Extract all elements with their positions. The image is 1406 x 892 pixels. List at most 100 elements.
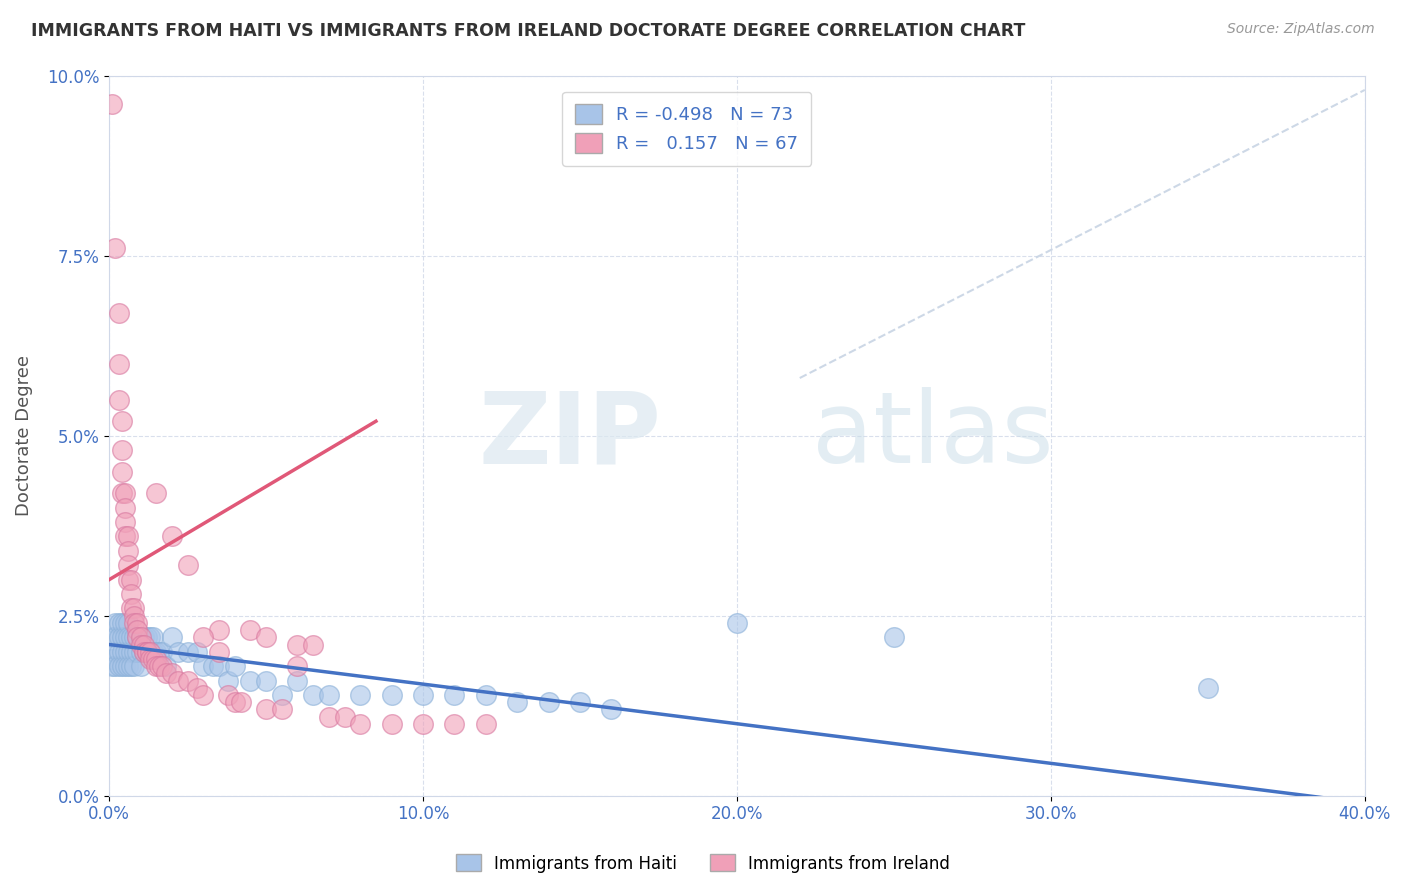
Point <box>160 529 183 543</box>
Point <box>117 573 139 587</box>
Point <box>129 630 152 644</box>
Point <box>117 630 139 644</box>
Point <box>111 615 134 630</box>
Point <box>139 652 162 666</box>
Point <box>114 615 136 630</box>
Point <box>270 688 292 702</box>
Point <box>254 673 277 688</box>
Point <box>107 630 129 644</box>
Point <box>104 645 127 659</box>
Point <box>135 630 157 644</box>
Point <box>122 615 145 630</box>
Point <box>475 688 498 702</box>
Point <box>107 615 129 630</box>
Point <box>139 645 162 659</box>
Point <box>349 688 371 702</box>
Point <box>208 645 231 659</box>
Point <box>101 652 124 666</box>
Point <box>135 645 157 659</box>
Point <box>254 702 277 716</box>
Point <box>120 587 142 601</box>
Text: ZIP: ZIP <box>479 387 662 484</box>
Point <box>381 688 404 702</box>
Point <box>201 659 224 673</box>
Point <box>111 414 134 428</box>
Point <box>127 623 149 637</box>
Point <box>167 673 190 688</box>
Point <box>122 630 145 644</box>
Point <box>127 630 149 644</box>
Point <box>122 659 145 673</box>
Point <box>129 645 152 659</box>
Point <box>107 392 129 407</box>
Point <box>132 645 155 659</box>
Point <box>107 659 129 673</box>
Point <box>114 630 136 644</box>
Point <box>145 659 167 673</box>
Point <box>381 716 404 731</box>
Point <box>224 695 246 709</box>
Point <box>412 688 434 702</box>
Point <box>129 659 152 673</box>
Point <box>239 673 262 688</box>
Point <box>318 709 340 723</box>
Point <box>155 659 177 673</box>
Point <box>145 486 167 500</box>
Point <box>186 681 208 695</box>
Point <box>349 716 371 731</box>
Point <box>302 638 325 652</box>
Point <box>239 623 262 637</box>
Point <box>127 645 149 659</box>
Point <box>224 659 246 673</box>
Point <box>117 529 139 543</box>
Point <box>475 716 498 731</box>
Point <box>120 645 142 659</box>
Point <box>167 645 190 659</box>
Point <box>186 645 208 659</box>
Point <box>208 623 231 637</box>
Point <box>127 630 149 644</box>
Point <box>569 695 592 709</box>
Point <box>111 630 134 644</box>
Point <box>193 688 215 702</box>
Point <box>122 601 145 615</box>
Text: IMMIGRANTS FROM HAITI VS IMMIGRANTS FROM IRELAND DOCTORATE DEGREE CORRELATION CH: IMMIGRANTS FROM HAITI VS IMMIGRANTS FROM… <box>31 22 1025 40</box>
Point <box>120 659 142 673</box>
Point <box>176 558 198 573</box>
Point <box>104 241 127 255</box>
Point <box>270 702 292 716</box>
Point <box>142 652 165 666</box>
Point <box>193 659 215 673</box>
Point <box>114 515 136 529</box>
Point <box>132 638 155 652</box>
Point <box>111 486 134 500</box>
Point <box>176 673 198 688</box>
Point <box>111 465 134 479</box>
Point <box>127 615 149 630</box>
Point <box>160 630 183 644</box>
Point <box>107 357 129 371</box>
Point <box>229 695 252 709</box>
Point <box>412 716 434 731</box>
Point <box>1197 681 1219 695</box>
Point <box>114 529 136 543</box>
Point <box>104 659 127 673</box>
Point <box>302 688 325 702</box>
Point <box>117 645 139 659</box>
Point <box>135 645 157 659</box>
Point <box>506 695 529 709</box>
Point <box>117 544 139 558</box>
Point <box>152 645 174 659</box>
Point <box>101 630 124 644</box>
Point <box>101 97 124 112</box>
Point <box>132 630 155 644</box>
Point <box>193 630 215 644</box>
Point <box>208 659 231 673</box>
Point <box>120 630 142 644</box>
Point <box>318 688 340 702</box>
Point <box>129 630 152 644</box>
Point <box>104 630 127 644</box>
Point <box>443 716 465 731</box>
Point <box>217 688 239 702</box>
Legend: R = -0.498   N = 73, R =   0.157   N = 67: R = -0.498 N = 73, R = 0.157 N = 67 <box>562 92 811 166</box>
